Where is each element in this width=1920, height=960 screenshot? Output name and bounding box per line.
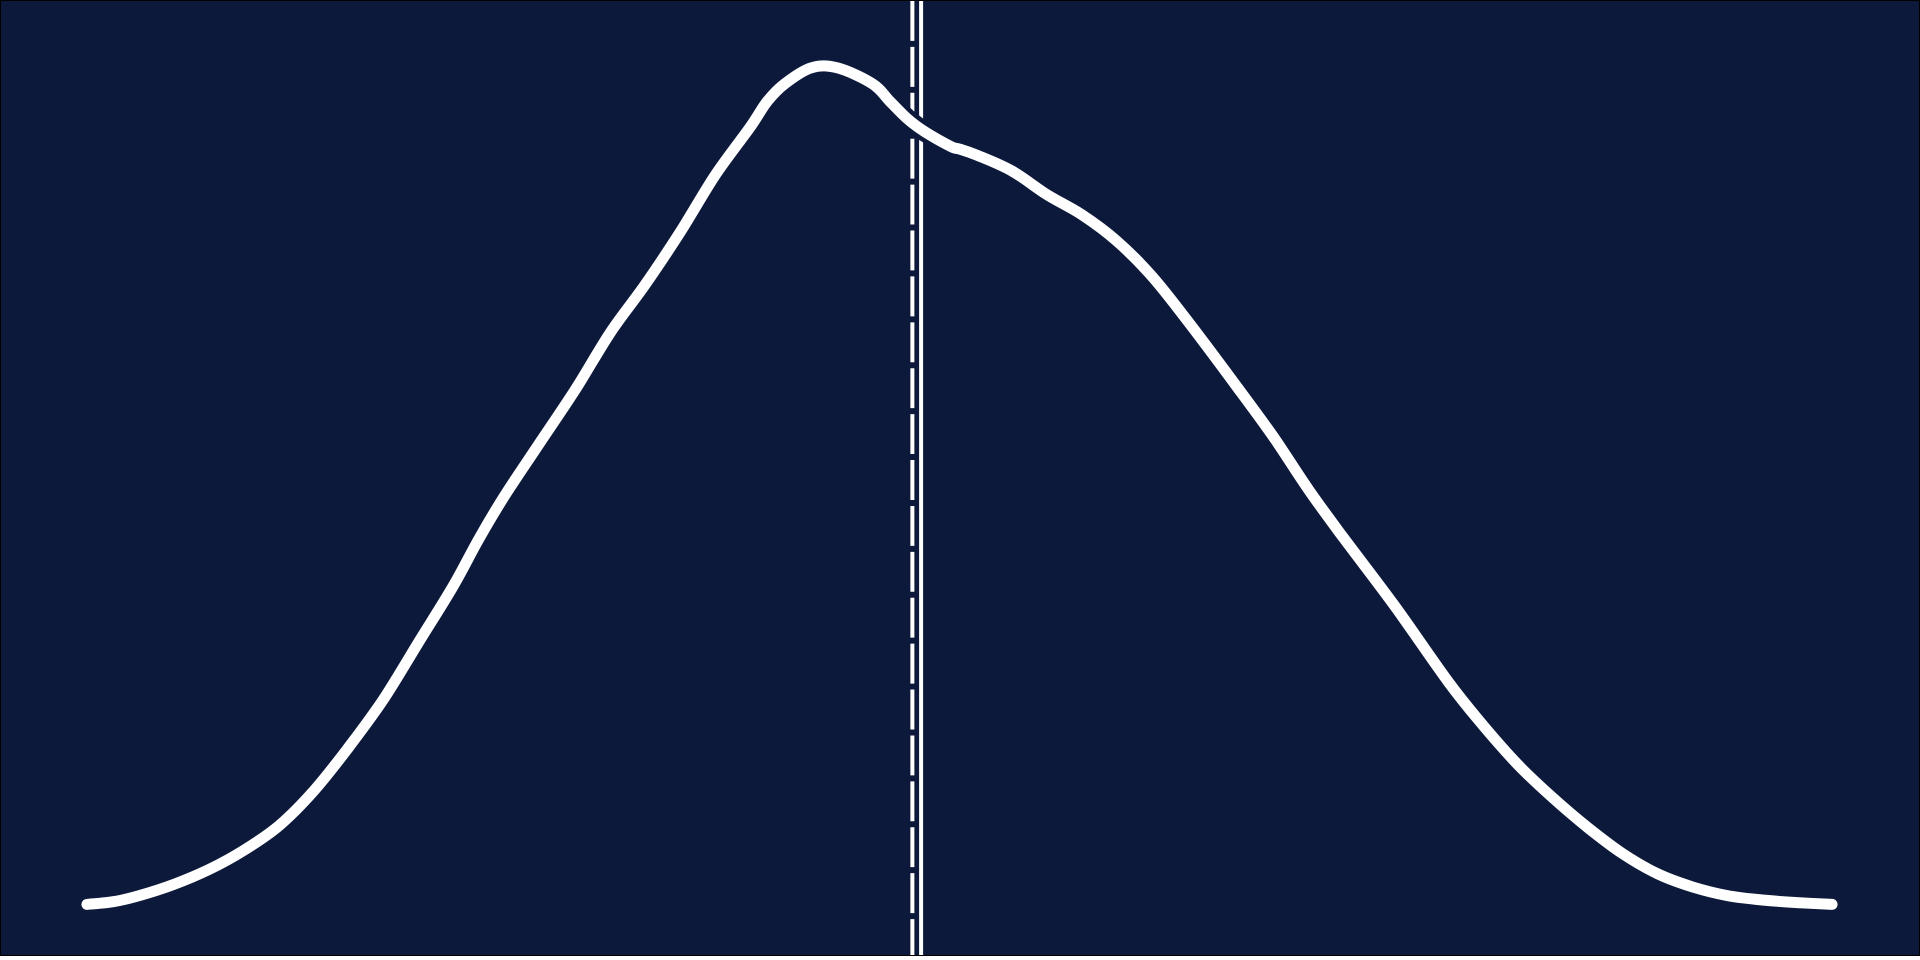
series-layer [76,55,1843,915]
reference-lines [910,1,924,955]
density-curve-0 [81,60,1838,910]
